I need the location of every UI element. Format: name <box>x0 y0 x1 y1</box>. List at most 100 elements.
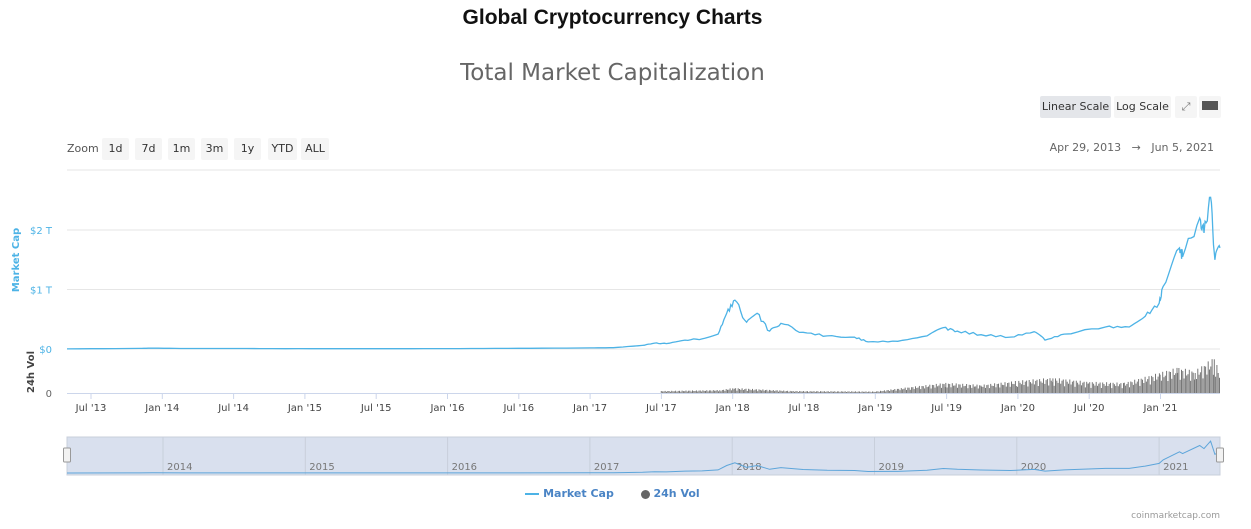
volume-bar <box>1147 379 1149 393</box>
navigator-handle-left[interactable] <box>63 447 71 463</box>
volume-bar <box>1116 382 1118 393</box>
x-tick-label: Jan '19 <box>857 403 892 414</box>
zoom-1d-button[interactable]: 1d <box>102 138 129 160</box>
volume-bar <box>755 389 757 393</box>
y-axis-label-market-cap: Market Cap <box>11 228 22 292</box>
hamburger-icon[interactable] <box>1199 96 1221 118</box>
volume-bar <box>1191 371 1193 393</box>
volume-bar <box>701 391 703 393</box>
volume-bar <box>853 391 855 393</box>
volume-bar <box>1117 386 1119 393</box>
volume-bar <box>981 386 983 393</box>
volume-bar <box>925 385 927 393</box>
expand-icon[interactable]: ⤢ <box>1175 96 1197 118</box>
volume-bar <box>1156 379 1158 393</box>
volume-bar <box>677 390 679 393</box>
volume-bar <box>762 389 764 393</box>
zoom-all-button[interactable]: ALL <box>301 138 329 160</box>
volume-bar <box>1155 373 1156 393</box>
volume-bar <box>996 384 998 393</box>
volume-bar <box>943 384 945 393</box>
zoom-ytd-button[interactable]: YTD <box>268 138 297 160</box>
zoom-1m-button[interactable]: 1m <box>168 138 195 160</box>
page-title: Global Cryptocurrency Charts <box>462 6 763 29</box>
volume-bar <box>1202 378 1204 393</box>
range-to[interactable]: Jun 5, 2021 <box>1151 141 1214 154</box>
volume-bar <box>904 387 906 393</box>
volume-bar <box>1148 376 1150 393</box>
volume-bar <box>1203 366 1205 393</box>
volume-bar <box>1097 385 1098 393</box>
volume-bar <box>1049 378 1051 393</box>
volume-bar <box>1115 385 1117 393</box>
volume-bar <box>1005 386 1007 393</box>
date-range[interactable]: Apr 29, 2013 → Jun 5, 2021 <box>1050 141 1214 154</box>
x-tick-label: Jan '15 <box>287 403 322 414</box>
range-from[interactable]: Apr 29, 2013 <box>1049 141 1122 154</box>
linear-scale-button[interactable]: Linear Scale <box>1040 96 1111 118</box>
volume-bar <box>1172 368 1174 393</box>
x-tick-label: Jul '19 <box>930 403 962 414</box>
volume-bar <box>1083 381 1085 393</box>
volume-bar <box>730 390 732 393</box>
volume-bar <box>1168 371 1170 393</box>
volume-bar <box>970 385 971 393</box>
volume-bar <box>1199 372 1201 393</box>
volume-bar <box>807 391 808 393</box>
volume-bar <box>1108 383 1110 393</box>
x-tick-label: Jan '21 <box>1142 403 1177 414</box>
zoom-1y-button[interactable]: 1y <box>234 138 261 160</box>
volume-bar <box>783 390 785 393</box>
volume-bar <box>1190 380 1192 393</box>
volume-bar <box>1178 368 1180 393</box>
volume-bar <box>778 391 779 393</box>
volume-bar <box>1110 382 1111 393</box>
legend-market-cap[interactable]: Market Cap <box>525 487 614 500</box>
navigator-handle-right[interactable] <box>1216 447 1224 463</box>
volume-bar <box>739 389 740 393</box>
volume-bar <box>898 388 900 393</box>
volume-bar <box>1032 379 1034 393</box>
volume-bar <box>1198 374 1200 393</box>
volume-bar <box>1036 379 1038 393</box>
volume-bar <box>889 391 891 393</box>
volume-bar <box>728 389 730 393</box>
volume-bar <box>1039 379 1041 393</box>
volume-bar <box>848 391 850 393</box>
x-tick-label: Jul '18 <box>788 403 820 414</box>
legend-volume[interactable]: 24h Vol <box>640 487 700 500</box>
volume-bar <box>699 390 701 393</box>
volume-bar <box>1050 380 1052 393</box>
volume-bar <box>1066 381 1068 393</box>
navigator-window[interactable] <box>66 436 1221 476</box>
volume-bar <box>1139 385 1141 393</box>
volume-bar <box>1055 378 1056 393</box>
volume-bar <box>1062 379 1064 393</box>
volume-bar <box>703 390 705 393</box>
credit-link[interactable]: coinmarketcap.com <box>1131 511 1220 521</box>
volume-bar <box>727 389 728 393</box>
volume-bar <box>1177 372 1179 393</box>
zoom-3m-button[interactable]: 3m <box>201 138 228 160</box>
y-tick-label: $1 T <box>30 286 53 297</box>
volume-bar <box>982 386 984 393</box>
volume-bar <box>662 391 664 393</box>
volume-bar <box>708 390 710 393</box>
volume-bar <box>1151 375 1153 393</box>
volume-bar <box>1196 379 1197 393</box>
zoom-7d-button[interactable]: 7d <box>135 138 162 160</box>
volume-bar <box>872 391 873 393</box>
log-scale-button[interactable]: Log Scale <box>1114 96 1171 118</box>
volume-bar <box>926 387 928 393</box>
volume-bar <box>962 383 964 393</box>
volume-bar <box>1017 387 1018 393</box>
volume-bar <box>705 390 706 393</box>
volume-bar <box>1157 376 1159 393</box>
volume-bar <box>907 387 909 393</box>
volume-bar <box>1013 384 1015 393</box>
volume-bar <box>1071 381 1073 393</box>
volume-bar <box>774 391 776 393</box>
volume-bar <box>680 391 682 393</box>
volume-bar <box>968 384 970 393</box>
